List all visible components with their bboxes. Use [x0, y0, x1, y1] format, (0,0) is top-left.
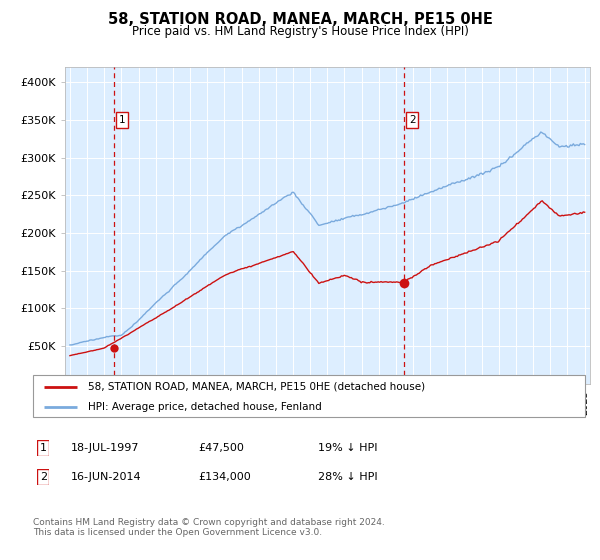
- Text: 1: 1: [40, 443, 47, 453]
- Text: £134,000: £134,000: [198, 472, 251, 482]
- FancyBboxPatch shape: [37, 440, 49, 456]
- Text: Price paid vs. HM Land Registry's House Price Index (HPI): Price paid vs. HM Land Registry's House …: [131, 25, 469, 38]
- Text: 58, STATION ROAD, MANEA, MARCH, PE15 0HE (detached house): 58, STATION ROAD, MANEA, MARCH, PE15 0HE…: [88, 382, 425, 392]
- Text: HPI: Average price, detached house, Fenland: HPI: Average price, detached house, Fenl…: [88, 402, 322, 412]
- FancyBboxPatch shape: [33, 375, 585, 417]
- Text: 28% ↓ HPI: 28% ↓ HPI: [318, 472, 377, 482]
- Text: £47,500: £47,500: [198, 443, 244, 453]
- Text: 58, STATION ROAD, MANEA, MARCH, PE15 0HE: 58, STATION ROAD, MANEA, MARCH, PE15 0HE: [107, 12, 493, 27]
- FancyBboxPatch shape: [37, 469, 49, 485]
- Text: 18-JUL-1997: 18-JUL-1997: [71, 443, 139, 453]
- Text: 16-JUN-2014: 16-JUN-2014: [71, 472, 142, 482]
- Text: 2: 2: [40, 472, 47, 482]
- Text: 19% ↓ HPI: 19% ↓ HPI: [318, 443, 377, 453]
- Text: 1: 1: [119, 115, 125, 125]
- Text: Contains HM Land Registry data © Crown copyright and database right 2024.
This d: Contains HM Land Registry data © Crown c…: [33, 518, 385, 538]
- Text: 2: 2: [409, 115, 416, 125]
